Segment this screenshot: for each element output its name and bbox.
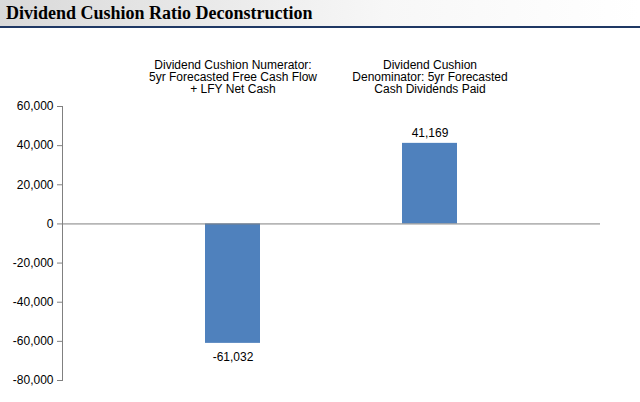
svg-text:-61,032: -61,032 xyxy=(213,350,254,364)
svg-text:40,000: 40,000 xyxy=(17,138,54,152)
svg-text:Dividend Cushion Numerator:5yr: Dividend Cushion Numerator:5yr Forecaste… xyxy=(149,58,317,96)
svg-text:-60,000: -60,000 xyxy=(13,334,54,348)
svg-text:41,169: 41,169 xyxy=(412,126,449,140)
svg-text:-20,000: -20,000 xyxy=(13,256,54,270)
svg-text:Dividend CushionDenominator: 5: Dividend CushionDenominator: 5yr Forecas… xyxy=(352,58,507,96)
svg-text:60,000: 60,000 xyxy=(17,99,54,113)
svg-text:-80,000: -80,000 xyxy=(13,373,54,387)
svg-text:20,000: 20,000 xyxy=(17,178,54,192)
svg-text:-40,000: -40,000 xyxy=(13,295,54,309)
html-text:Dividend Cushion Ratio Deconst: Dividend Cushion Ratio Deconstruction xyxy=(6,3,313,23)
svg-text:0: 0 xyxy=(47,217,54,231)
